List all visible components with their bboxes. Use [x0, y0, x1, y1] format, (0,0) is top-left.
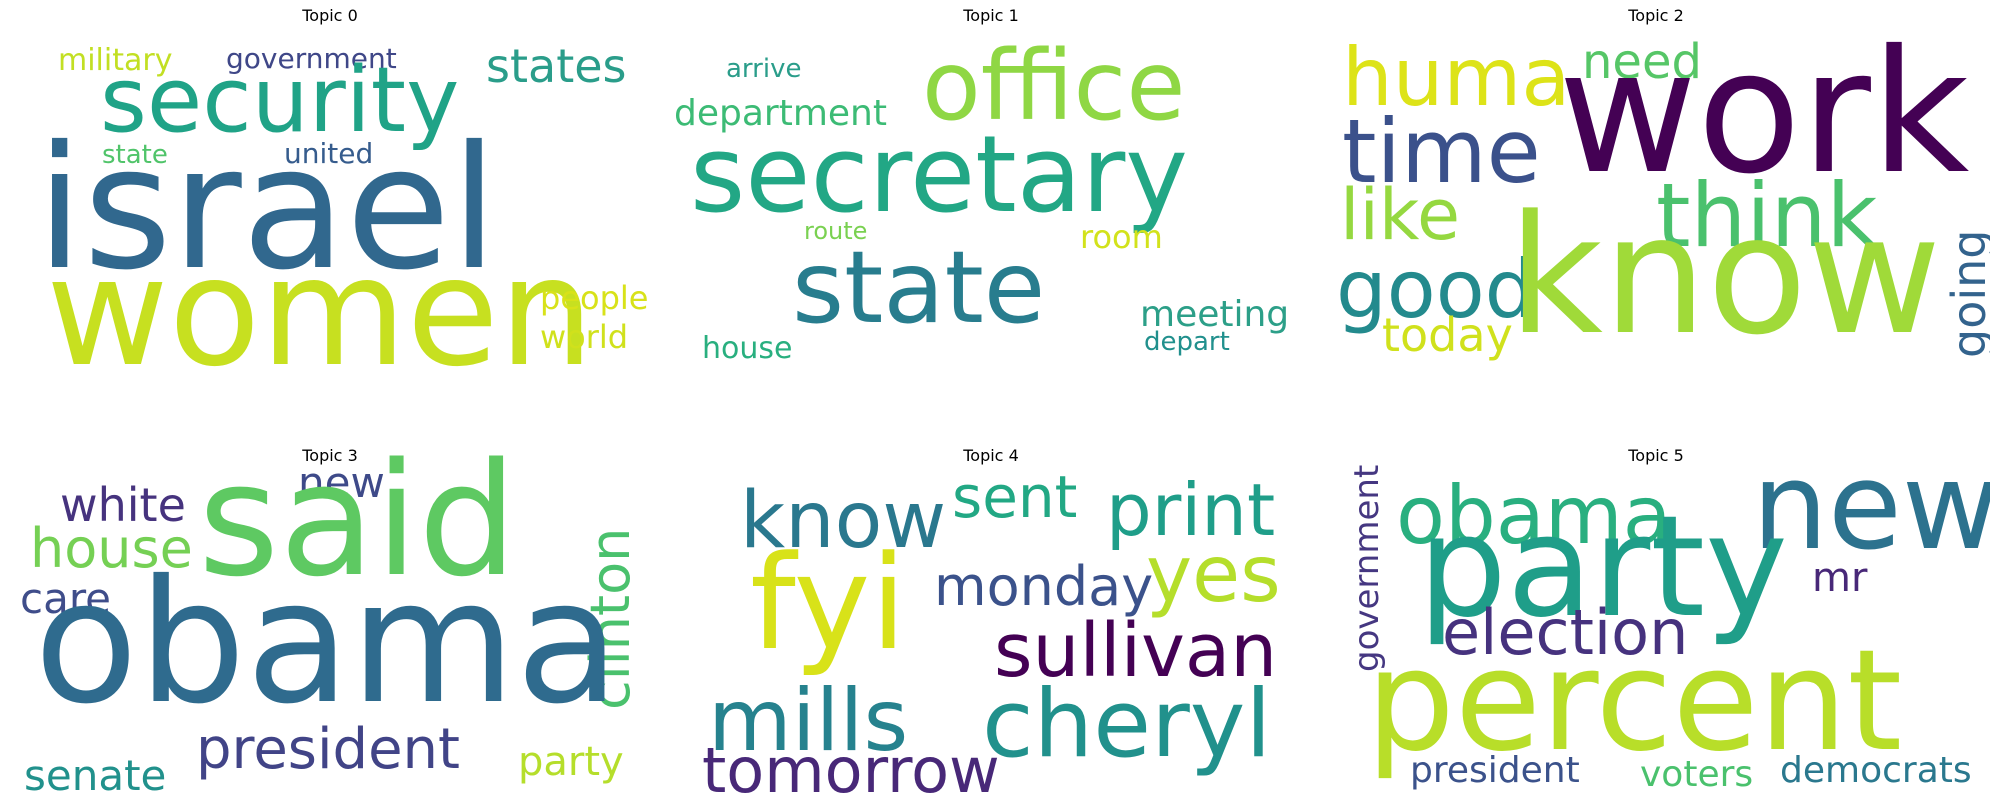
cloud-word: president	[196, 717, 460, 782]
cloud-word: state	[792, 229, 1046, 346]
cloud-word: states	[486, 39, 627, 93]
cloud-word: mills	[708, 671, 909, 771]
wordcloud-panel-topic-2: Topic 2 huma need work time think like g…	[1322, 8, 1990, 371]
cloud-word: state	[102, 140, 168, 170]
cloud-word: going	[1942, 229, 1990, 358]
cloud-word: arrive	[726, 54, 802, 84]
cloud-word: white	[60, 478, 186, 532]
cloud-word: new	[298, 458, 385, 507]
cloud-word: new	[1752, 438, 1990, 577]
cloud-word: good	[1336, 243, 1536, 336]
cloud-word: government	[226, 42, 397, 75]
cloud-word: sullivan	[994, 608, 1278, 694]
cloud-word: sent	[952, 463, 1078, 531]
panel-title: Topic 0	[302, 6, 358, 25]
word-cloud: military government states security stat…	[0, 38, 660, 388]
cloud-word: house	[702, 331, 793, 366]
wordcloud-panel-topic-1: Topic 1 arrive office department secreta…	[660, 8, 1322, 370]
cloud-word: military	[58, 43, 173, 78]
cloud-word: fyi	[750, 527, 907, 679]
cloud-word: know	[1508, 180, 1942, 371]
cloud-word: monday	[934, 555, 1154, 618]
cloud-word: obama	[1396, 469, 1672, 562]
cloud-word: election	[1442, 596, 1689, 669]
cloud-word: mr	[1812, 555, 1868, 601]
cloud-word: think	[1656, 164, 1878, 267]
word-cloud: government obama new party mr election p…	[1322, 448, 1990, 808]
cloud-word: huma	[1342, 31, 1571, 124]
cloud-word: meeting	[1140, 294, 1290, 335]
cloud-word: care	[20, 574, 112, 623]
cloud-word: democrats	[1780, 750, 1972, 791]
panel-title: Topic 1	[963, 6, 1019, 25]
wordcloud-panel-topic-5: Topic 5 government obama new party mr el…	[1322, 448, 1990, 808]
cloud-word: said	[198, 429, 518, 611]
word-cloud: know sent print fyi monday yes sullivan …	[660, 468, 1322, 808]
cloud-word: department	[674, 93, 887, 134]
cloud-word: house	[30, 517, 193, 580]
cloud-word: office	[922, 30, 1186, 142]
cloud-word: print	[1106, 468, 1276, 552]
cloud-word: cheryl	[982, 670, 1272, 779]
cloud-word: obama	[34, 544, 620, 742]
panel-title: Topic 3	[302, 446, 358, 465]
cloud-word: percent	[1366, 620, 1903, 783]
cloud-word: women	[46, 226, 594, 400]
cloud-word: tomorrow	[702, 734, 1000, 807]
cloud-word: people	[540, 279, 649, 317]
cloud-word: like	[1340, 174, 1461, 256]
cloud-word: secretary	[690, 113, 1189, 236]
wordcloud-panel-topic-0: Topic 0 military government states secur…	[0, 8, 660, 389]
wordcloud-panel-topic-4: Topic 4 know sent print fyi monday yes s…	[660, 448, 1322, 808]
cloud-word: work	[1558, 14, 1970, 212]
cloud-word: united	[284, 137, 374, 170]
cloud-word: route	[804, 217, 868, 245]
cloud-word: party	[1418, 486, 1788, 649]
cloud-word: room	[1080, 218, 1163, 256]
cloud-word: yes	[1146, 530, 1281, 620]
cloud-word: world	[540, 318, 629, 356]
word-cloud: white new said house care clinton obama …	[0, 442, 660, 808]
cloud-word: senate	[24, 751, 167, 800]
cloud-word: time	[1342, 100, 1541, 203]
cloud-word: need	[1582, 34, 1702, 90]
cloud-word: today	[1382, 308, 1513, 362]
cloud-word: know	[740, 476, 947, 566]
cloud-word: security	[100, 48, 460, 153]
panel-title: Topic 4	[963, 446, 1019, 465]
cloud-word: president	[1410, 750, 1580, 791]
cloud-word: party	[518, 739, 624, 785]
word-cloud: arrive office department secretary route…	[660, 38, 1322, 370]
cloud-word: voters	[1640, 754, 1754, 795]
cloud-word: israel	[36, 110, 498, 308]
word-cloud: huma need work time think like good know…	[1322, 28, 1990, 371]
panel-title: Topic 2	[1628, 6, 1684, 25]
panel-title: Topic 5	[1628, 446, 1684, 465]
cloud-word: depart	[1144, 327, 1230, 357]
wordcloud-panel-topic-3: Topic 3 white new said house care clinto…	[0, 442, 660, 808]
